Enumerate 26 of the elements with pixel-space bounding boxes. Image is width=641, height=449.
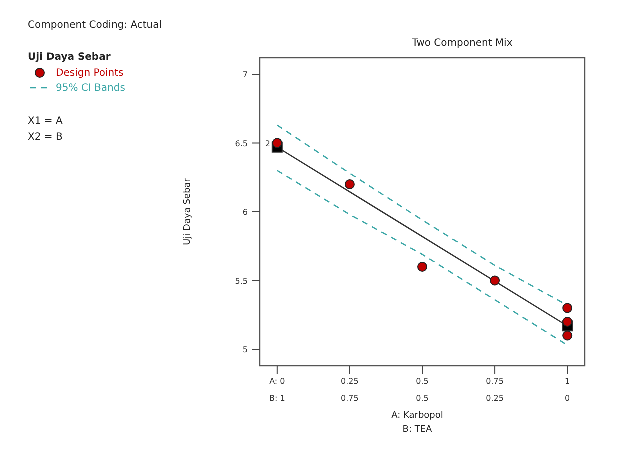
y-tick-label: 6.5 — [235, 139, 248, 148]
x-tick-label: 0.75 — [486, 377, 504, 386]
x2-tick-label: 0 — [565, 394, 570, 403]
legend-label: Design Points — [56, 68, 124, 79]
legend-title: Uji Daya Sebar — [28, 52, 111, 63]
x2-tick-label: 0.25 — [486, 394, 504, 403]
legend-label: 95% CI Bands — [56, 83, 126, 94]
text: Component Coding: Actual — [28, 20, 162, 31]
x2-axis-title: B: TEA — [402, 425, 434, 435]
x-axis-title: A: Karbopol — [392, 411, 444, 421]
y-axis-title: Uji Daya Sebar — [183, 178, 193, 246]
x-tick-label: 1 — [565, 377, 570, 386]
x-tick-label: 0.5 — [416, 377, 429, 386]
x-tick-label: A: 0 — [270, 377, 286, 386]
text: X1 = A — [28, 116, 63, 127]
x-tick-label: 0.25 — [341, 377, 359, 386]
text: X2 = B — [28, 132, 63, 143]
x2-tick-label: 0.75 — [341, 394, 359, 403]
y-tick-label: 5 — [242, 346, 248, 354]
chart-title: Two Component Mix — [411, 38, 513, 49]
y-tick-label: 6 — [242, 208, 248, 217]
y-tick-label: 5.5 — [235, 276, 248, 286]
annotation: 2 — [265, 139, 270, 148]
x2-tick-label: B: 1 — [269, 394, 286, 403]
x2-tick-label: 0.5 — [416, 394, 429, 403]
y-tick-label: 7 — [242, 70, 248, 80]
